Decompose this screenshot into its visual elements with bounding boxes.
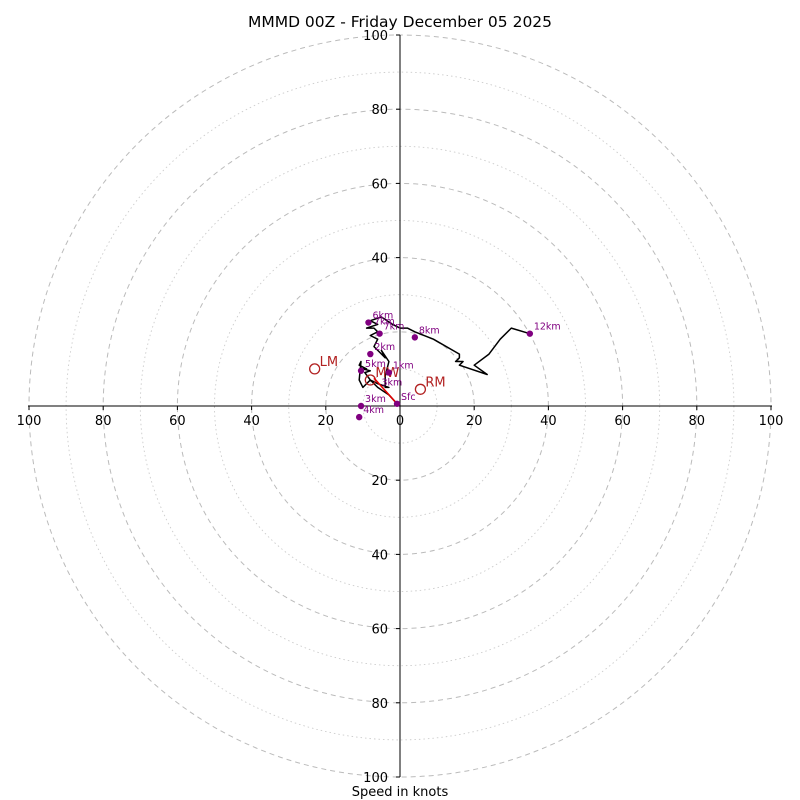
height-label: 3km <box>381 378 402 389</box>
y-tick-label: 40 <box>371 548 388 563</box>
storm-motion-marker <box>414 383 427 395</box>
height-label: 1km <box>393 361 414 372</box>
x-tick-label: 80 <box>689 414 706 429</box>
storm-motion-markers: RMLMMW <box>309 355 446 395</box>
height-label: 3km <box>365 394 386 405</box>
x-tick-label: 20 <box>318 414 335 429</box>
y-tick-label: 100 <box>363 771 388 786</box>
y-tick-label: 60 <box>371 623 388 638</box>
height-label: 12km <box>534 322 561 333</box>
height-label: 7km <box>384 322 405 333</box>
height-label: 2km <box>374 342 395 353</box>
y-tick-label: 80 <box>371 103 388 118</box>
y-tick-label: 100 <box>363 29 388 44</box>
y-tick-label: 20 <box>371 474 388 489</box>
height-marker <box>526 330 534 337</box>
x-tick-label: 80 <box>95 414 112 429</box>
axis-ticks: 100 80 60 40 20 0 20 40 60 80 100 100 80 60 40 20 40 60 80… <box>17 29 784 786</box>
height-label: 4km <box>363 405 384 416</box>
height-marker <box>357 367 365 374</box>
height-marker <box>355 413 363 421</box>
height-marker <box>376 330 383 337</box>
height-marker <box>385 369 393 376</box>
storm-motion-marker <box>309 363 321 375</box>
y-tick-label: 80 <box>371 697 388 712</box>
height-label: 6km <box>372 311 393 322</box>
height-label: Sfc <box>401 392 416 403</box>
y-tick-label: 60 <box>371 177 388 192</box>
x-tick-label: 100 <box>759 414 784 429</box>
x-tick-label: 40 <box>243 414 260 429</box>
storm-motion-label: RM <box>425 375 445 390</box>
y-tick-label: 40 <box>371 252 388 267</box>
height-marker <box>365 319 372 326</box>
height-label: 8km <box>419 325 440 336</box>
height-label: 7km <box>374 316 395 327</box>
x-tick-label: 40 <box>540 414 557 429</box>
x-tick-label: 20 <box>466 414 483 429</box>
height-marker <box>411 334 419 341</box>
x-tick-label: 0 <box>396 414 404 429</box>
x-tick-label: 100 <box>17 414 42 429</box>
storm-motion-label: LM <box>320 355 338 370</box>
x-axis-label: Speed in knots <box>352 785 449 800</box>
chart-title: MMMD 00Z - Friday December 05 2025 <box>248 13 552 31</box>
height-marker <box>367 350 374 358</box>
shear-vector <box>373 377 398 405</box>
height-label: 5km <box>365 359 386 370</box>
height-marker <box>393 400 401 407</box>
hodograph-trace <box>358 316 531 405</box>
height-marker <box>357 402 365 410</box>
x-tick-label: 60 <box>169 414 186 429</box>
x-tick-label: 60 <box>614 414 631 429</box>
